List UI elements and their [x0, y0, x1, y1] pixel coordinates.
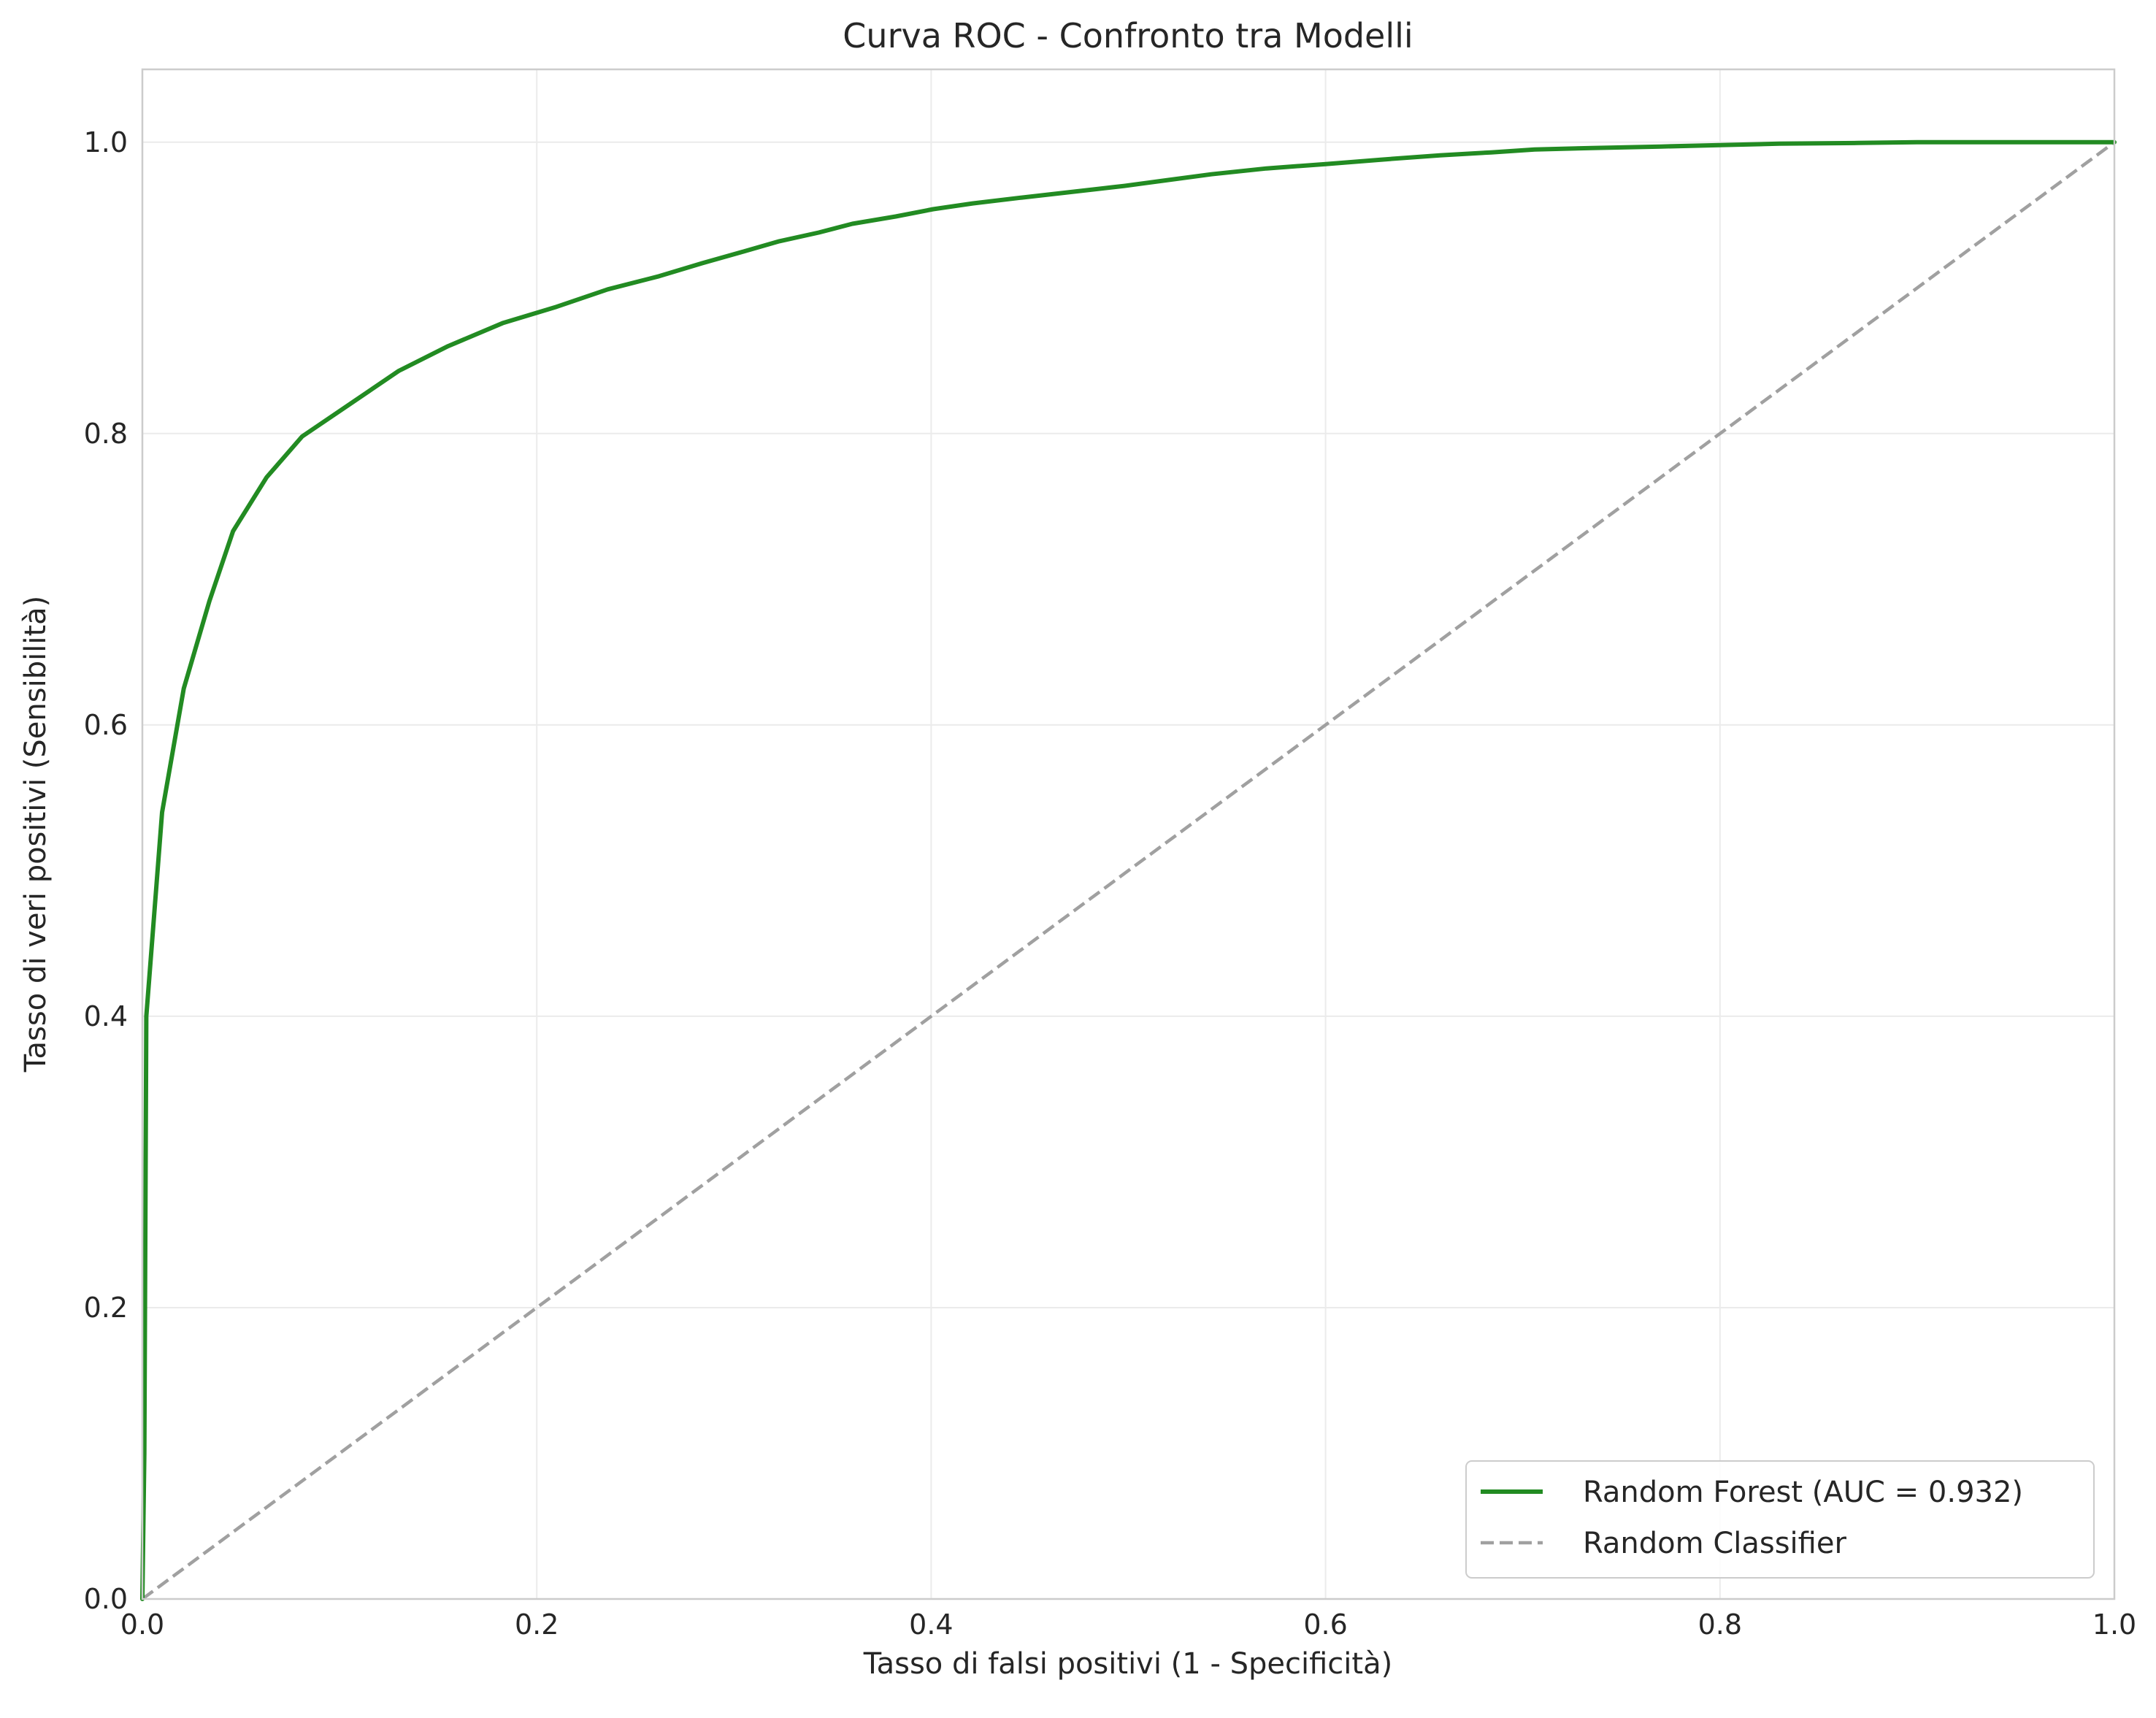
y-tick-label: 0.2 — [84, 1292, 128, 1324]
x-tick-label: 1.0 — [2092, 1608, 2136, 1641]
y-tick-label: 0.0 — [84, 1583, 128, 1615]
chart-title: Curva ROC - Confronto tra Modelli — [843, 16, 1413, 55]
series-layer — [140, 139, 2117, 1601]
x-tick-label: 0.4 — [909, 1608, 953, 1641]
y-tick-label: 1.0 — [84, 126, 128, 158]
plot-frame — [141, 68, 2116, 1600]
legend-box — [1465, 1460, 2095, 1579]
x-tick-label: 0.6 — [1303, 1608, 1347, 1641]
y-axis-label: Tasso di veri positivi (Sensibilità) — [19, 596, 53, 1073]
legend: Random Forest (AUC = 0.932) Random Class… — [1465, 1460, 2095, 1579]
series-line-random-classifier — [141, 140, 2116, 1600]
x-axis-label: Tasso di falsi positivi (1 - Specificità… — [863, 1647, 1392, 1681]
legend-label-random-forest: Random Forest (AUC = 0.932) — [1583, 1476, 2023, 1509]
series-line-random-forest — [140, 139, 2117, 1601]
y-tick-label: 0.6 — [84, 709, 128, 741]
x-tick-label: 0.0 — [120, 1608, 164, 1641]
tick-labels: 0.0 0.2 0.4 0.6 0.8 1.0 0.0 0.2 0.4 0.6 0.8 1.0 — [84, 126, 2137, 1641]
y-tick-label: 0.8 — [84, 418, 128, 450]
y-tick-label: 0.4 — [84, 1000, 128, 1032]
x-tick-label: 0.8 — [1698, 1608, 1742, 1641]
legend-label-random-classifier: Random Classifier — [1583, 1527, 1846, 1560]
x-tick-label: 0.2 — [515, 1608, 559, 1641]
plot-background — [142, 69, 2114, 1599]
